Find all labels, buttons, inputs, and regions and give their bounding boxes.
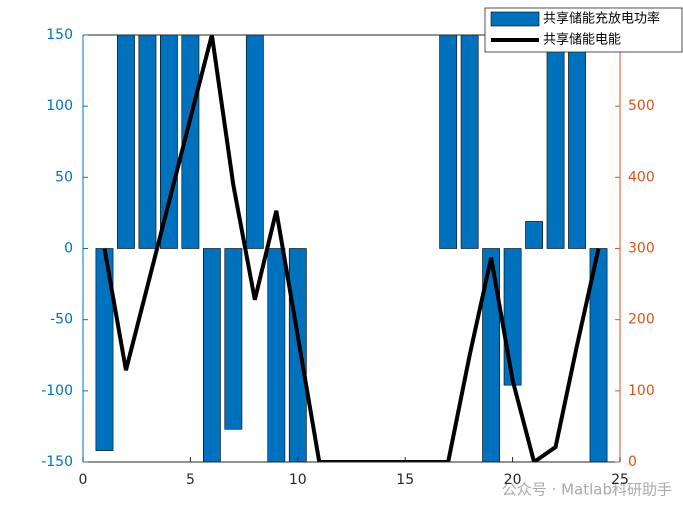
x-tick-label: 10 [289,472,307,488]
x-tick-label: 20 [504,472,522,488]
bar [267,248,286,462]
x-tick-label: 5 [186,472,195,488]
bar [245,35,264,249]
y2-tick-label: 100 [628,383,655,399]
bar [202,248,221,462]
y-tick-label: 100 [46,98,73,114]
y2-tick-label: 300 [628,241,655,257]
bar [117,35,135,249]
bar [181,35,200,249]
legend-label: 共享储能充放电功率 [543,11,660,27]
bar [160,35,178,249]
bar [224,248,243,430]
y-tick-label: 0 [64,241,73,257]
legend-swatch [490,11,540,27]
bar [288,248,307,462]
y2-tick-label: 200 [628,312,655,328]
bar [546,35,565,249]
watermark: 公众号 · Matlab科研助手 [502,481,672,499]
x-tick-label: 15 [396,472,414,488]
bar [525,221,543,249]
y2-tick-label: 500 [628,98,655,114]
x-tick-label: 25 [611,472,629,488]
bar [460,35,479,249]
x-tick-label: 0 [79,472,88,488]
y-tick-label: -150 [41,454,73,470]
bar [568,35,586,249]
y-tick-label: -50 [50,312,73,328]
y2-tick-label: 0 [628,454,637,470]
legend-label: 共享储能电能 [543,32,621,48]
y-tick-label: 150 [46,27,73,43]
bar [503,248,522,386]
y2-tick-label: 400 [628,169,655,185]
plot-area [95,35,608,462]
y-tick-label: 50 [55,169,73,185]
bar [138,35,157,249]
bar [439,35,458,249]
line [102,35,601,462]
y-tick-label: -100 [41,383,73,399]
bar [482,248,501,462]
